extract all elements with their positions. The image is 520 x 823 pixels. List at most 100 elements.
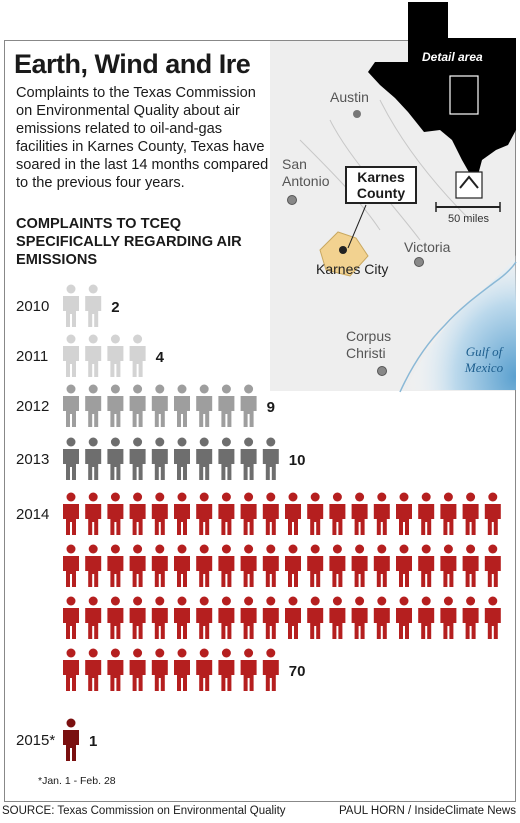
year-label: 2014 bbox=[16, 506, 50, 523]
person-icon bbox=[63, 284, 79, 327]
person-icon bbox=[440, 492, 457, 535]
person-icon bbox=[63, 596, 79, 639]
person-icon bbox=[396, 596, 412, 639]
person-icon bbox=[63, 648, 79, 691]
person-icon bbox=[151, 492, 168, 535]
person-icon bbox=[129, 648, 146, 691]
person-icon bbox=[85, 437, 102, 480]
detail-box bbox=[449, 75, 479, 115]
person-icon bbox=[262, 596, 279, 639]
person-icon bbox=[63, 718, 79, 761]
count-label: 2 bbox=[111, 299, 120, 316]
year-label: 2013 bbox=[16, 451, 50, 468]
city-dots bbox=[287, 110, 424, 376]
person-icon bbox=[262, 437, 279, 480]
person-icon bbox=[285, 596, 301, 639]
person-icon bbox=[329, 596, 346, 639]
year-label: 2012 bbox=[16, 398, 50, 415]
person-icon bbox=[462, 492, 479, 535]
person-icon bbox=[196, 544, 213, 587]
person-icon bbox=[418, 596, 435, 639]
count-label: 1 bbox=[89, 733, 98, 750]
person-icon bbox=[129, 437, 146, 480]
person-icon bbox=[484, 492, 501, 535]
person-icon bbox=[307, 596, 324, 639]
chart-subtitle: COMPLAINTS TO TCEQ SPECIFICALLY REGARDIN… bbox=[16, 216, 242, 268]
credit-line: PAUL HORN / InsideClimate News bbox=[338, 805, 516, 817]
person-icon bbox=[307, 492, 324, 535]
person-icon bbox=[174, 648, 190, 691]
person-icon bbox=[85, 648, 102, 691]
texas-inset bbox=[368, 2, 516, 175]
gulf-label: Gulf of Mexico bbox=[464, 344, 504, 375]
person-icon bbox=[240, 492, 257, 535]
person-icon bbox=[63, 437, 79, 480]
person-icon bbox=[240, 384, 257, 427]
footnote: *Jan. 1 - Feb. 28 bbox=[38, 775, 116, 787]
person-icon bbox=[240, 544, 257, 587]
year-label: 2010 bbox=[16, 298, 50, 315]
person-icon bbox=[107, 334, 124, 377]
person-icon bbox=[418, 544, 435, 587]
person-icon bbox=[107, 596, 124, 639]
source-line: SOURCE: Texas Commission on Environmenta… bbox=[2, 805, 286, 817]
person-icon bbox=[174, 384, 190, 427]
person-icon bbox=[351, 492, 368, 535]
karnes-county-label: Karnes County bbox=[345, 166, 417, 204]
austin-label: Austin bbox=[330, 89, 369, 105]
person-icon bbox=[329, 544, 346, 587]
person-icon bbox=[85, 334, 102, 377]
coastline bbox=[399, 261, 517, 393]
karnes-city-label: Karnes City bbox=[316, 261, 389, 277]
victoria-dot bbox=[414, 257, 424, 267]
person-icon bbox=[196, 596, 213, 639]
person-icon bbox=[373, 596, 390, 639]
person-icon bbox=[85, 596, 102, 639]
person-icon bbox=[240, 437, 257, 480]
person-icon bbox=[174, 437, 190, 480]
graphic-frame bbox=[4, 40, 516, 802]
person-icon bbox=[107, 437, 124, 480]
person-icon bbox=[262, 492, 279, 535]
person-icon bbox=[484, 596, 501, 639]
north-arrow-icon bbox=[455, 171, 483, 199]
person-icon bbox=[196, 437, 213, 480]
person-icon bbox=[107, 648, 124, 691]
person-icon bbox=[129, 492, 146, 535]
count-label: 4 bbox=[155, 349, 164, 366]
person-icon bbox=[396, 544, 412, 587]
person-icon bbox=[196, 492, 213, 535]
person-icon bbox=[440, 596, 457, 639]
person-icon bbox=[107, 492, 124, 535]
person-icon bbox=[85, 544, 102, 587]
person-icon bbox=[373, 544, 390, 587]
year-label: 2011 bbox=[16, 348, 49, 365]
person-icon bbox=[240, 648, 257, 691]
person-icon bbox=[174, 544, 190, 587]
person-icon bbox=[174, 492, 190, 535]
person-icon bbox=[373, 492, 390, 535]
person-icon bbox=[129, 334, 146, 377]
person-icon bbox=[85, 492, 102, 535]
intro-text: Complaints to the Texas Commission on En… bbox=[16, 85, 269, 191]
person-icon bbox=[218, 648, 235, 691]
person-icon bbox=[196, 384, 213, 427]
person-icon bbox=[151, 648, 168, 691]
person-icon bbox=[462, 544, 479, 587]
person-icon bbox=[262, 648, 279, 691]
person-icon bbox=[174, 596, 190, 639]
person-icon bbox=[285, 544, 301, 587]
person-icon bbox=[351, 544, 368, 587]
gulf-water bbox=[405, 255, 516, 390]
person-icon bbox=[107, 544, 124, 587]
victoria-label: Victoria bbox=[404, 239, 451, 255]
person-icon bbox=[63, 492, 79, 535]
person-icon bbox=[218, 384, 235, 427]
person-icon bbox=[351, 596, 368, 639]
count-label: 9 bbox=[266, 399, 275, 416]
person-icon bbox=[129, 596, 146, 639]
person-icon bbox=[129, 544, 146, 587]
person-icon bbox=[262, 544, 279, 587]
